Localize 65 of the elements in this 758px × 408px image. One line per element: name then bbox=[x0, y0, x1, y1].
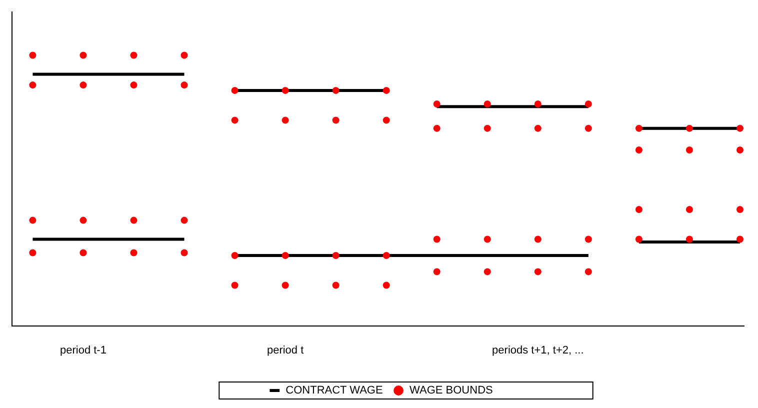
x-tick-label: period t-1 bbox=[60, 344, 106, 356]
point bbox=[80, 249, 87, 256]
point bbox=[584, 236, 592, 243]
point bbox=[332, 282, 340, 289]
point bbox=[180, 249, 188, 256]
point bbox=[584, 268, 592, 276]
point bbox=[382, 282, 390, 289]
point bbox=[736, 124, 744, 132]
point bbox=[686, 206, 693, 213]
point bbox=[180, 82, 188, 89]
point bbox=[130, 216, 138, 224]
point bbox=[686, 124, 693, 132]
point bbox=[736, 206, 744, 213]
point bbox=[534, 100, 542, 108]
point bbox=[231, 116, 238, 124]
point bbox=[635, 124, 642, 132]
point bbox=[332, 116, 340, 124]
point bbox=[231, 252, 238, 259]
point bbox=[484, 100, 491, 108]
point bbox=[382, 116, 390, 124]
point bbox=[29, 216, 36, 224]
point bbox=[180, 216, 188, 224]
point bbox=[180, 52, 188, 59]
point bbox=[635, 206, 642, 213]
point bbox=[686, 236, 693, 243]
point bbox=[736, 146, 744, 154]
point bbox=[382, 252, 390, 259]
point bbox=[130, 52, 138, 59]
legend-label: CONTRACT WAGE bbox=[286, 384, 383, 397]
point bbox=[534, 124, 542, 132]
point bbox=[80, 216, 87, 224]
point bbox=[282, 252, 289, 259]
point bbox=[484, 268, 491, 276]
point bbox=[130, 82, 138, 89]
point bbox=[534, 236, 542, 243]
point bbox=[635, 236, 642, 243]
point bbox=[484, 124, 491, 132]
point bbox=[231, 86, 238, 94]
point bbox=[433, 100, 440, 108]
point bbox=[635, 146, 642, 154]
point bbox=[484, 236, 491, 243]
point bbox=[231, 282, 238, 289]
legend-label: WAGE BOUNDS bbox=[410, 384, 493, 397]
point bbox=[29, 82, 36, 89]
point bbox=[534, 268, 542, 276]
point bbox=[282, 282, 289, 289]
x-tick-label: periods t+1, t+2, ... bbox=[492, 344, 584, 356]
x-tick-label: period t bbox=[266, 344, 304, 356]
point bbox=[29, 52, 36, 59]
point bbox=[80, 82, 87, 89]
point bbox=[736, 236, 744, 243]
point bbox=[130, 249, 138, 256]
point bbox=[584, 124, 592, 132]
point bbox=[282, 116, 289, 124]
point bbox=[282, 86, 289, 94]
point bbox=[686, 146, 693, 154]
point bbox=[433, 124, 440, 132]
point bbox=[433, 236, 440, 243]
point bbox=[584, 100, 592, 108]
point bbox=[80, 52, 87, 59]
point bbox=[332, 252, 340, 259]
point bbox=[29, 249, 36, 256]
point bbox=[332, 86, 340, 94]
point bbox=[382, 86, 390, 94]
point bbox=[433, 268, 440, 276]
